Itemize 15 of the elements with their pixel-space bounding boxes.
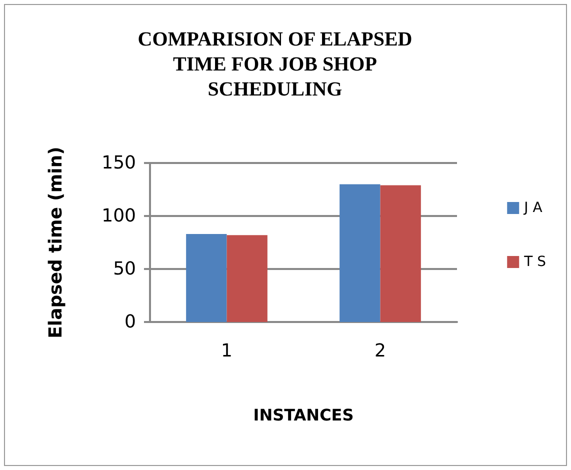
legend-label: J A	[523, 200, 543, 216]
bar	[186, 234, 227, 322]
chart-title: COMPARISION OF ELAPSED TIME FOR JOB SHOP SCHEDULING	[138, 28, 412, 100]
bar	[380, 185, 421, 322]
x-tick-label: 2	[374, 340, 386, 362]
y-tick-label: 0	[124, 312, 136, 332]
x-axis-title: INSTANCES	[253, 406, 354, 424]
y-tick-label: 100	[102, 206, 136, 226]
bar	[340, 184, 380, 322]
y-axis-title: Elapsed time (min)	[46, 146, 66, 338]
y-tick-label: 150	[102, 152, 136, 174]
bar	[226, 235, 268, 322]
x-tick-label: 1	[221, 340, 232, 362]
legend-label: T S	[523, 254, 546, 270]
y-tick-label: 50	[113, 258, 136, 280]
